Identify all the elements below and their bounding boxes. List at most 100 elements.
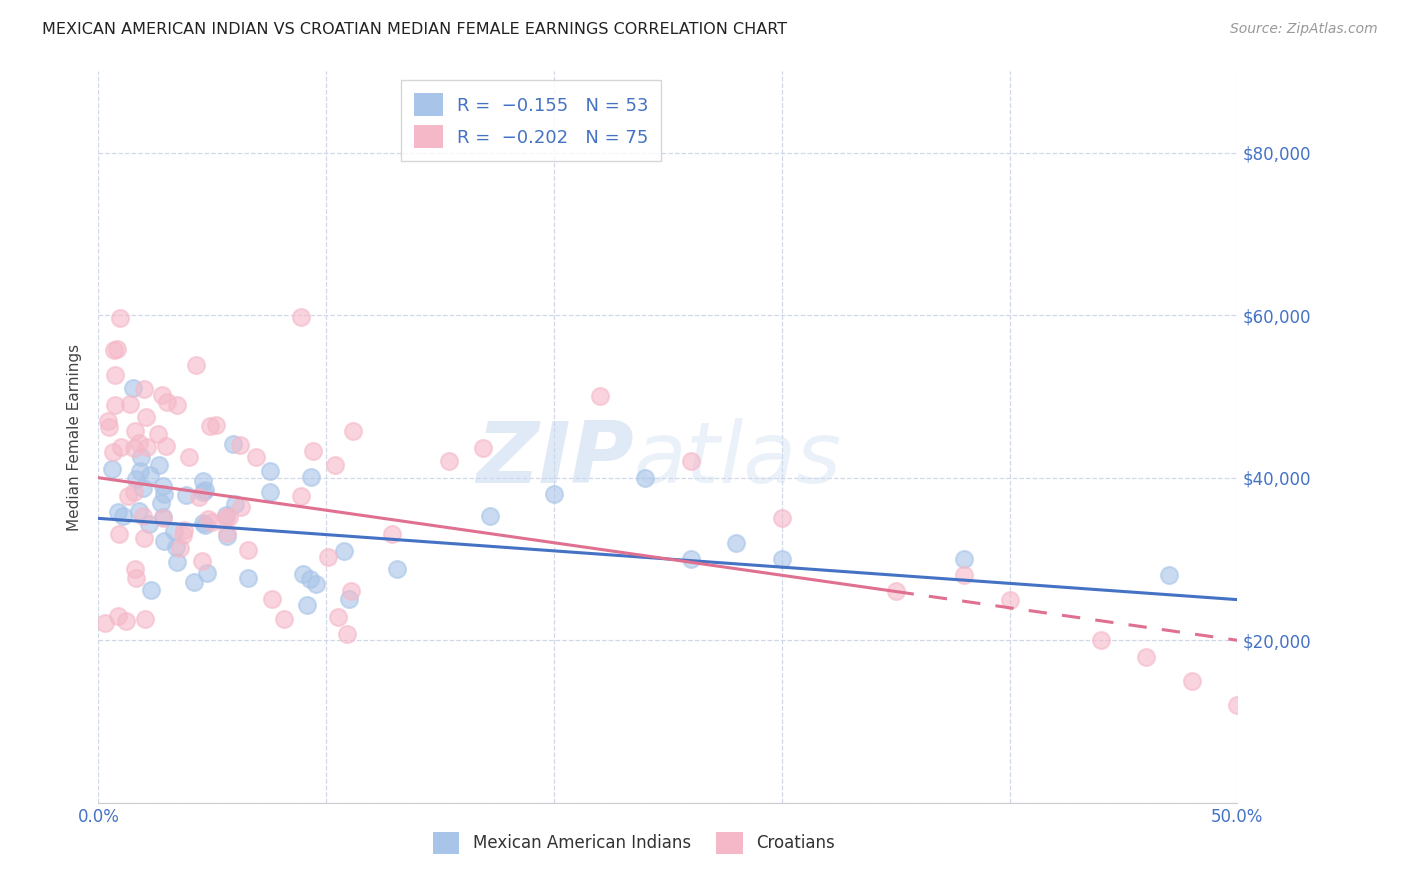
Mexican American Indians bbox=[298, 572, 321, 586]
Croatians bbox=[97, 413, 120, 427]
Croatians bbox=[110, 440, 132, 454]
Croatians bbox=[198, 419, 221, 434]
Croatians bbox=[169, 541, 191, 556]
Croatians bbox=[339, 583, 361, 598]
Croatians bbox=[1135, 649, 1157, 664]
Croatians bbox=[146, 426, 169, 441]
Croatians bbox=[166, 398, 188, 412]
Croatians bbox=[326, 609, 349, 624]
Croatians bbox=[290, 489, 312, 503]
Mexican American Indians bbox=[153, 533, 176, 548]
Mexican American Indians bbox=[128, 504, 150, 518]
Mexican American Indians bbox=[1157, 568, 1180, 582]
Croatians bbox=[115, 614, 138, 628]
Mexican American Indians bbox=[107, 504, 129, 518]
Croatians bbox=[471, 441, 494, 455]
Mexican American Indians bbox=[543, 487, 565, 501]
Croatians bbox=[94, 616, 117, 631]
Croatians bbox=[953, 568, 976, 582]
Mexican American Indians bbox=[299, 470, 322, 484]
Croatians bbox=[132, 508, 155, 523]
Croatians bbox=[110, 310, 132, 325]
Croatians bbox=[156, 394, 179, 409]
Croatians bbox=[290, 310, 312, 324]
Mexican American Indians bbox=[153, 487, 176, 501]
Croatians bbox=[231, 500, 253, 514]
Mexican American Indians bbox=[215, 508, 238, 522]
Croatians bbox=[381, 527, 404, 541]
Mexican American Indians bbox=[125, 472, 148, 486]
Croatians bbox=[217, 526, 239, 541]
Croatians bbox=[107, 609, 129, 624]
Mexican American Indians bbox=[222, 437, 245, 451]
Croatians bbox=[197, 512, 219, 526]
Mexican American Indians bbox=[679, 552, 702, 566]
Mexican American Indians bbox=[479, 508, 502, 523]
Mexican American Indians bbox=[174, 488, 197, 502]
Croatians bbox=[770, 511, 793, 525]
Mexican American Indians bbox=[150, 496, 173, 510]
Mexican American Indians bbox=[194, 483, 217, 497]
Mexican American Indians bbox=[333, 544, 356, 558]
Mexican American Indians bbox=[217, 529, 239, 543]
Mexican American Indians bbox=[139, 582, 162, 597]
Croatians bbox=[177, 450, 200, 464]
Croatians bbox=[679, 454, 702, 468]
Mexican American Indians bbox=[183, 574, 205, 589]
Croatians bbox=[150, 388, 173, 402]
Mexican American Indians bbox=[191, 475, 214, 489]
Mexican American Indians bbox=[725, 535, 748, 549]
Mexican American Indians bbox=[297, 598, 319, 612]
Croatians bbox=[124, 424, 146, 438]
Croatians bbox=[245, 450, 267, 465]
Mexican American Indians bbox=[163, 524, 186, 538]
Croatians bbox=[134, 531, 156, 545]
Croatians bbox=[273, 612, 295, 626]
Croatians bbox=[97, 419, 120, 434]
Mexican American Indians bbox=[128, 464, 150, 478]
Croatians bbox=[124, 562, 146, 576]
Croatians bbox=[172, 527, 194, 541]
Mexican American Indians bbox=[132, 481, 155, 495]
Mexican American Indians bbox=[166, 555, 188, 569]
Croatians bbox=[134, 612, 156, 626]
Croatians bbox=[201, 515, 224, 529]
Text: MEXICAN AMERICAN INDIAN VS CROATIAN MEDIAN FEMALE EARNINGS CORRELATION CHART: MEXICAN AMERICAN INDIAN VS CROATIAN MEDI… bbox=[42, 22, 787, 37]
Croatians bbox=[184, 359, 207, 373]
Croatians bbox=[316, 549, 339, 564]
Croatians bbox=[134, 382, 156, 396]
Croatians bbox=[229, 438, 252, 452]
Mexican American Indians bbox=[305, 576, 328, 591]
Croatians bbox=[117, 489, 139, 503]
Mexican American Indians bbox=[953, 552, 976, 566]
Croatians bbox=[128, 436, 150, 450]
Croatians bbox=[173, 523, 195, 537]
Mexican American Indians bbox=[152, 509, 174, 524]
Croatians bbox=[101, 445, 124, 459]
Y-axis label: Median Female Earnings: Median Female Earnings bbox=[67, 343, 83, 531]
Mexican American Indians bbox=[191, 516, 214, 530]
Croatians bbox=[302, 443, 325, 458]
Mexican American Indians bbox=[101, 461, 124, 475]
Mexican American Indians bbox=[152, 479, 174, 493]
Croatians bbox=[998, 592, 1021, 607]
Croatians bbox=[135, 409, 157, 424]
Croatians bbox=[218, 509, 240, 524]
Text: atlas: atlas bbox=[634, 417, 842, 500]
Text: ZIP: ZIP bbox=[477, 417, 634, 500]
Mexican American Indians bbox=[292, 566, 315, 581]
Mexican American Indians bbox=[224, 497, 246, 511]
Croatians bbox=[204, 418, 226, 433]
Mexican American Indians bbox=[770, 552, 793, 566]
Text: Source: ZipAtlas.com: Source: ZipAtlas.com bbox=[1230, 22, 1378, 37]
Croatians bbox=[103, 398, 125, 412]
Croatians bbox=[884, 584, 907, 599]
Mexican American Indians bbox=[131, 450, 153, 465]
Croatians bbox=[122, 441, 145, 455]
Mexican American Indians bbox=[111, 508, 134, 523]
Mexican American Indians bbox=[337, 592, 360, 607]
Croatians bbox=[1226, 698, 1249, 713]
Mexican American Indians bbox=[193, 484, 215, 499]
Croatians bbox=[152, 511, 174, 525]
Croatians bbox=[323, 458, 346, 472]
